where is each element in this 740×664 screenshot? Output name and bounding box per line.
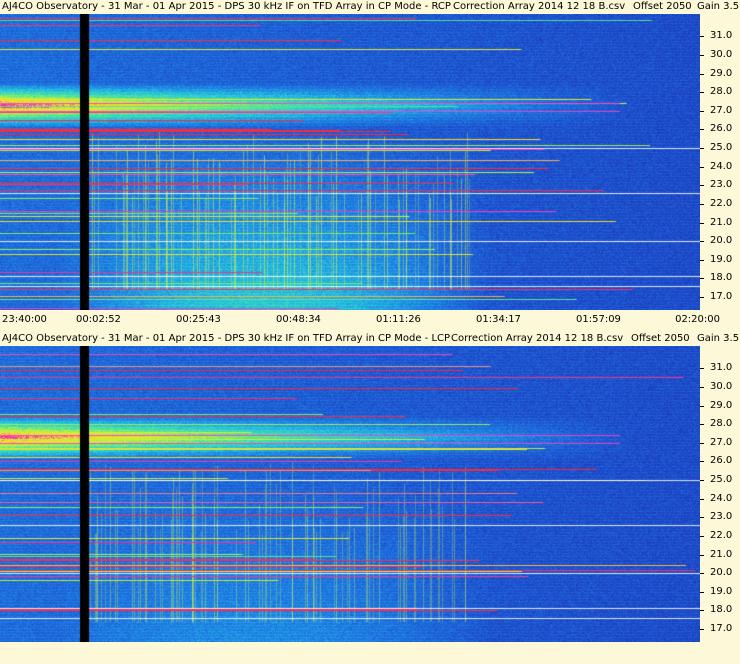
y-tick-label: 18.0 — [710, 272, 733, 284]
y-tick-label: 17.0 — [710, 622, 733, 634]
y-tick-label: 26.0 — [710, 123, 733, 135]
y-tick-label: 23.0 — [710, 511, 733, 523]
y-tick — [700, 591, 704, 593]
y-tick-label: 29.0 — [710, 399, 733, 411]
y-tick — [700, 148, 704, 150]
y-tick-label: 19.0 — [710, 253, 733, 265]
y-tick — [700, 535, 704, 537]
x-tick-label: 02:20:00 — [675, 314, 720, 325]
y-tick-label: 22.0 — [710, 197, 733, 209]
y-tick — [700, 296, 704, 298]
gain-label: Gain 3.5 — [697, 1, 740, 12]
spectrogram-panel-rcp: AJ4CO Observatory - 31 Mar - 01 Apr 2015… — [0, 0, 740, 330]
y-tick-label: 29.0 — [710, 67, 733, 79]
y-tick-label: 23.0 — [710, 179, 733, 191]
y-tick-label: 25.0 — [710, 474, 733, 486]
gain-label: Gain 3.5 — [697, 333, 740, 344]
y-tick — [700, 517, 704, 519]
y-tick-label: 31.0 — [710, 30, 733, 42]
y-tick-label: 30.0 — [710, 48, 733, 60]
x-tick-label: 01:11:26 — [376, 314, 421, 325]
y-tick — [700, 573, 704, 575]
y-tick — [700, 73, 704, 75]
y-tick-label: 24.0 — [710, 160, 733, 172]
y-tick — [700, 442, 704, 444]
y-tick-label: 18.0 — [710, 604, 733, 616]
y-tick — [700, 278, 704, 280]
x-tick-label: 00:48:34 — [276, 314, 321, 325]
frequency-axis: 31.0 30.0 29.0 28.0 27.0 26.0 25.0 24.0 23.0 22.0… — [700, 346, 740, 642]
y-tick-label: 24.0 — [710, 492, 733, 504]
time-axis: 23:40:00 00:02:52 00:25:43 00:48:34 01:11:26… — [0, 310, 740, 330]
panel-title: AJ4CO Observatory - 31 Mar - 01 Apr 2015… — [2, 333, 451, 344]
y-tick-label: 27.0 — [710, 104, 733, 116]
y-tick — [700, 129, 704, 131]
frequency-axis: 31.0 30.0 29.0 28.0 27.0 26.0 25.0 24.0 23.0 22.0… — [700, 14, 740, 310]
y-tick-label: 20.0 — [710, 235, 733, 247]
spectrogram-panel-lcp: AJ4CO Observatory - 31 Mar - 01 Apr 2015… — [0, 332, 740, 664]
y-tick — [700, 222, 704, 224]
y-tick — [700, 498, 704, 500]
y-tick — [700, 54, 704, 56]
y-tick — [700, 628, 704, 630]
offset-label: Offset 2050 — [631, 333, 690, 344]
y-tick — [700, 554, 704, 556]
y-tick-label: 30.0 — [710, 380, 733, 392]
y-tick-label: 26.0 — [710, 455, 733, 467]
y-tick — [700, 386, 704, 388]
y-tick-label: 17.0 — [710, 290, 733, 302]
y-tick-label: 28.0 — [710, 418, 733, 430]
panel-title: AJ4CO Observatory - 31 Mar - 01 Apr 2015… — [2, 1, 451, 12]
offset-label: Offset 2050 — [633, 1, 692, 12]
correction-label: Correction Array 2014 12 18 B.csv — [451, 333, 624, 344]
y-tick-label: 25.0 — [710, 142, 733, 154]
time-axis — [0, 642, 740, 664]
y-tick — [700, 368, 704, 370]
y-tick-label: 19.0 — [710, 585, 733, 597]
y-tick — [700, 480, 704, 482]
y-tick — [700, 203, 704, 205]
y-tick-label: 27.0 — [710, 436, 733, 448]
spectrogram-image — [0, 14, 700, 310]
y-tick-label: 28.0 — [710, 86, 733, 98]
correction-label: Correction Array 2014 12 18 B.csv — [453, 1, 626, 12]
x-tick-label: 00:02:52 — [76, 314, 121, 325]
y-tick-label: 31.0 — [710, 362, 733, 374]
y-tick — [700, 166, 704, 168]
x-tick-label: 23:40:00 — [2, 314, 47, 325]
y-tick-label: 21.0 — [710, 548, 733, 560]
y-tick — [700, 461, 704, 463]
y-tick — [700, 610, 704, 612]
y-tick — [700, 405, 704, 407]
x-tick-label: 01:57:09 — [576, 314, 621, 325]
y-tick — [700, 92, 704, 94]
y-tick-label: 21.0 — [710, 216, 733, 228]
y-tick — [700, 36, 704, 38]
y-tick — [700, 424, 704, 426]
x-tick-label: 01:34:17 — [476, 314, 521, 325]
x-tick-label: 00:25:43 — [176, 314, 221, 325]
y-tick — [700, 241, 704, 243]
y-tick — [700, 110, 704, 112]
y-tick-label: 22.0 — [710, 529, 733, 541]
panel-title-bar: AJ4CO Observatory - 31 Mar - 01 Apr 2015… — [0, 332, 740, 346]
y-tick — [700, 185, 704, 187]
y-tick — [700, 259, 704, 261]
spectrogram-image — [0, 346, 700, 642]
panel-title-bar: AJ4CO Observatory - 31 Mar - 01 Apr 2015… — [0, 0, 740, 14]
y-tick-label: 20.0 — [710, 567, 733, 579]
